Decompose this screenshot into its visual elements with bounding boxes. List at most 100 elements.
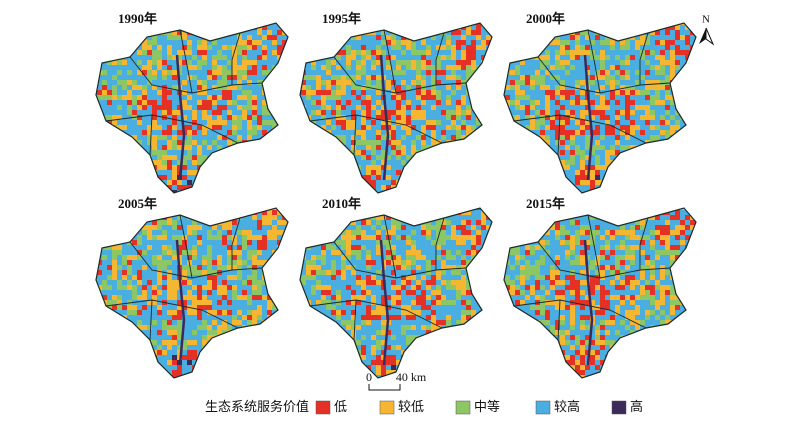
raster-cell — [416, 190, 421, 193]
raster-cell — [605, 80, 610, 85]
raster-cell — [232, 170, 237, 175]
raster-cell — [157, 65, 162, 70]
raster-cell — [187, 265, 192, 270]
raster-cell — [267, 200, 272, 205]
raster-cell — [386, 110, 391, 115]
raster-cell — [421, 145, 426, 150]
raster-cell — [152, 125, 157, 130]
raster-cell — [301, 210, 306, 215]
raster-cell — [326, 270, 331, 275]
raster-cell — [157, 150, 162, 155]
raster-cell — [555, 225, 560, 230]
raster-cell — [441, 295, 446, 300]
raster-cell — [685, 225, 690, 230]
raster-cell — [242, 105, 247, 110]
raster-cell — [222, 55, 227, 60]
raster-cell — [162, 130, 167, 135]
raster-cell — [441, 250, 446, 255]
raster-cell — [695, 135, 696, 140]
raster-cell — [381, 325, 386, 330]
raster-cell — [142, 230, 147, 235]
raster-cell — [122, 160, 127, 165]
raster-cell — [137, 35, 142, 40]
raster-cell — [545, 250, 550, 255]
raster-cell — [386, 230, 391, 235]
raster-cell — [356, 50, 361, 55]
raster-cell — [227, 165, 232, 170]
raster-cell — [675, 365, 680, 370]
raster-cell — [504, 75, 505, 80]
raster-cell — [232, 70, 237, 75]
raster-cell — [112, 305, 117, 310]
raster-cell — [112, 230, 117, 235]
raster-cell — [670, 230, 675, 235]
raster-cell — [311, 175, 316, 180]
raster-cell — [570, 310, 575, 315]
raster-cell — [451, 280, 456, 285]
raster-cell — [610, 200, 615, 205]
raster-cell — [515, 25, 520, 30]
raster-cell — [152, 175, 157, 180]
raster-cell — [466, 300, 471, 305]
raster-cell — [491, 270, 492, 275]
raster-cell — [630, 145, 635, 150]
raster-cell — [530, 40, 535, 45]
raster-cell — [311, 330, 316, 335]
raster-cell — [247, 280, 252, 285]
raster-cell — [132, 305, 137, 310]
raster-cell — [655, 355, 660, 360]
raster-cell — [217, 375, 222, 378]
raster-cell — [670, 285, 675, 290]
raster-cell — [605, 125, 610, 130]
raster-cell — [540, 185, 545, 190]
raster-cell — [540, 55, 545, 60]
raster-cell — [371, 360, 376, 365]
raster-cell — [625, 115, 630, 120]
north-arrow-left — [699, 28, 706, 44]
raster-cell — [545, 185, 550, 190]
raster-cell — [117, 60, 122, 65]
raster-cell — [112, 360, 117, 365]
raster-cell — [655, 340, 660, 345]
raster-cell — [555, 325, 560, 330]
raster-cell — [287, 180, 288, 185]
raster-cell — [162, 175, 167, 180]
raster-cell — [650, 190, 655, 193]
raster-cell — [117, 35, 122, 40]
raster-cell — [396, 225, 401, 230]
raster-cell — [610, 360, 615, 365]
raster-cell — [217, 120, 222, 125]
raster-cell — [356, 300, 361, 305]
raster-cell — [361, 140, 366, 145]
raster-cell — [620, 60, 625, 65]
raster-cell — [660, 170, 665, 175]
raster-cell — [301, 230, 306, 235]
raster-cell — [172, 375, 177, 378]
raster-cell — [152, 190, 157, 193]
raster-cell — [491, 225, 492, 230]
raster-cell — [411, 290, 416, 295]
raster-cell — [112, 255, 117, 260]
raster-cell — [471, 90, 476, 95]
raster-cell — [162, 350, 167, 355]
raster-cell — [665, 185, 670, 190]
raster-cell — [505, 370, 510, 375]
raster-cell — [257, 180, 262, 185]
raster-cell — [481, 135, 486, 140]
raster-cell — [287, 175, 288, 180]
raster-cell — [675, 155, 680, 160]
raster-cell — [416, 360, 421, 365]
raster-cell — [162, 260, 167, 265]
raster-cell — [685, 375, 690, 378]
raster-cell — [117, 215, 122, 220]
raster-cell — [411, 40, 416, 45]
raster-cell — [247, 80, 252, 85]
raster-cell — [351, 310, 356, 315]
raster-cell — [321, 340, 326, 345]
raster-cell — [282, 315, 287, 320]
raster-cell — [660, 60, 665, 65]
raster-cell — [356, 185, 361, 190]
raster-cell — [232, 330, 237, 335]
raster-cell — [267, 320, 272, 325]
raster-cell — [456, 125, 461, 130]
